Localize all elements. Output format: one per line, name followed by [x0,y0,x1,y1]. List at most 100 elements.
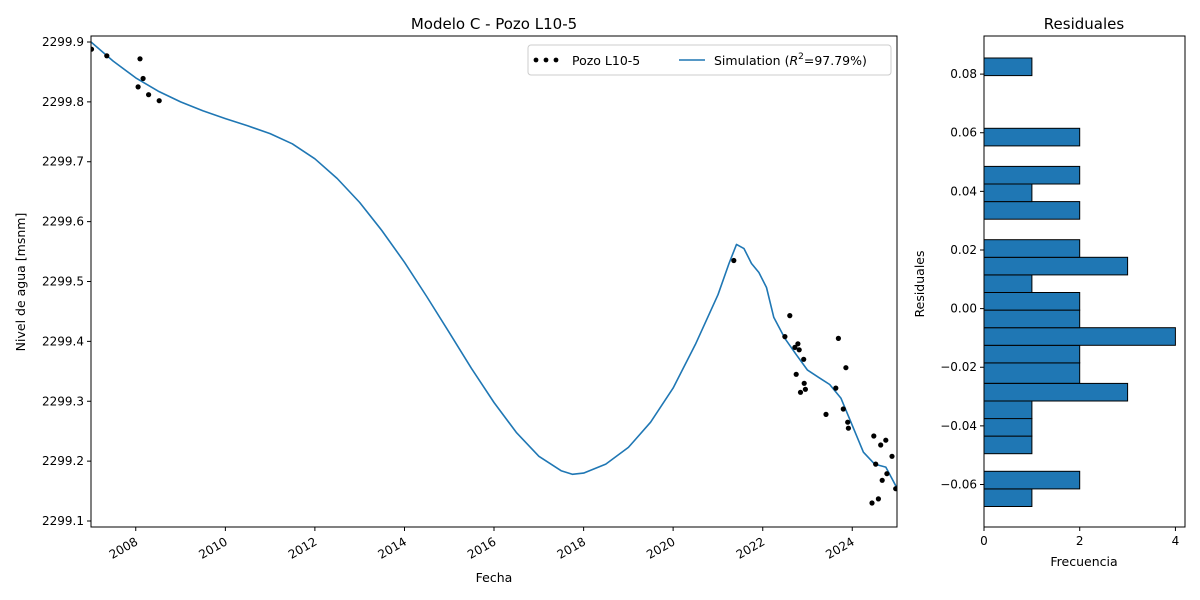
x-tick-label: 2014 [376,534,409,561]
main-chart-title: Modelo C - Pozo L10-5 [411,15,577,33]
legend-marker-dot [553,57,559,63]
observation-point [137,56,143,62]
y-tick-label: 2299.5 [42,275,84,289]
observation-point [104,53,110,59]
observation-point [797,389,804,395]
histogram-bar [983,274,1033,293]
observation-point [135,84,141,90]
observation-point [883,437,889,443]
hist-x-tick-label: 0 [980,534,988,548]
histogram-bar [983,183,1033,203]
histogram-bar [983,400,1033,420]
histogram-bar [983,470,1081,490]
legend-r2-value: =97.79%) [804,53,867,68]
observation-point [796,347,802,353]
hist-bars [983,57,1176,507]
legend-marker-dot [533,57,539,63]
observation-point [879,477,885,483]
legend-simulation-name: Simulation [714,53,781,68]
hist-y-tick-label: 0.06 [950,126,977,140]
observation-point [843,365,849,371]
histogram-bar [983,201,1081,220]
observation-point [156,98,162,104]
histogram-bar [983,327,1176,346]
main-chart-ylabel: Nivel de agua [msnm] [13,213,28,352]
observation-point [835,335,842,341]
legend-label-simulation: Simulation (R2=97.79%) [714,52,867,68]
observation-point [787,313,793,319]
observation-point [845,425,852,431]
histogram-bar [983,435,1033,455]
hist-chart-xlabel: Frecuencia [1050,554,1117,569]
histogram-bar [983,57,1033,77]
observation-point [793,371,799,377]
y-tick-label: 2299.6 [42,215,84,229]
observation-point [840,406,846,412]
observation-point [795,341,801,347]
observation-point [875,496,882,502]
observation-point [792,344,798,350]
x-tick-label: 2012 [286,534,319,561]
x-tick-label: 2020 [644,534,677,561]
observation-point [782,334,788,340]
observation-point [802,386,809,392]
legend-box [527,44,892,76]
legend-marker-dot [543,57,549,63]
histogram-bar [983,165,1081,185]
observation-point [823,411,829,417]
observation-point [801,380,807,386]
residuals-histogram: Residuales Frecuencia Residuales 0 2 4 −0.0… [912,15,1186,569]
hist-chart-frame [983,35,1186,528]
y-tick-label: 2299.4 [42,334,84,348]
observation-point [869,500,875,506]
hist-x-tick-label: 2 [1076,534,1084,548]
legend-paren-open: ( [781,53,790,68]
observation-point [91,46,95,52]
observation-point [731,257,737,264]
hist-y-tick-label: −0.06 [940,477,977,491]
histogram-bar [983,256,1129,276]
histogram-bar [983,309,1081,329]
y-tick-label: 2299.8 [42,95,84,109]
legend: Pozo L10-5 Simulation (R2=97.79%) [527,44,892,76]
time-series-chart: Modelo C - Pozo L10-5 Fecha Nivel de agu… [13,15,898,585]
y-tick-label: 2299.3 [42,394,84,408]
x-tick-label: 2022 [734,534,767,561]
histogram-bar [983,127,1081,147]
observation-point [801,356,807,362]
y-tick-label: 2299.2 [42,454,84,468]
observation-point [873,461,879,467]
x-tick-label: 2018 [555,534,588,561]
hist-y-tick-label: 0.04 [950,184,977,198]
legend-r2-symbol: R [789,53,798,68]
histogram-bar [983,488,1033,507]
observation-point [889,453,895,459]
histogram-bar [983,382,1129,402]
y-tick-label: 2299.9 [42,35,84,49]
legend-label-observed: Pozo L10-5 [572,53,640,68]
y-tick-label: 2299.7 [42,155,84,169]
hist-chart-title: Residuales [1044,15,1125,33]
simulation-line [91,41,897,489]
y-tick-label: 2299.1 [42,514,84,528]
hist-y-tick-label: −0.04 [940,419,977,433]
observation-point [833,385,839,391]
hist-chart-ticks: 0 2 4 −0.06 −0.04 −0.02 0.00 0.02 0.04 0.06 0.08 [940,67,1179,548]
hist-y-tick-label: 0.08 [950,67,977,81]
histogram-bar [983,239,1081,258]
observation-point [146,92,152,98]
hist-chart-ylabel: Residuales [912,251,927,318]
hist-y-tick-label: 0.00 [950,302,977,316]
observation-point [140,75,146,82]
observation-point [884,471,890,477]
x-tick-label: 2024 [823,534,856,561]
main-chart-xlabel: Fecha [476,570,513,585]
main-chart-frame [90,35,898,528]
histogram-bar [983,292,1081,311]
hist-y-tick-label: −0.02 [940,360,977,374]
observation-point [845,419,851,425]
observation-point [878,442,884,448]
hist-x-tick-label: 4 [1172,534,1180,548]
hist-y-tick-label: 0.02 [950,243,977,257]
